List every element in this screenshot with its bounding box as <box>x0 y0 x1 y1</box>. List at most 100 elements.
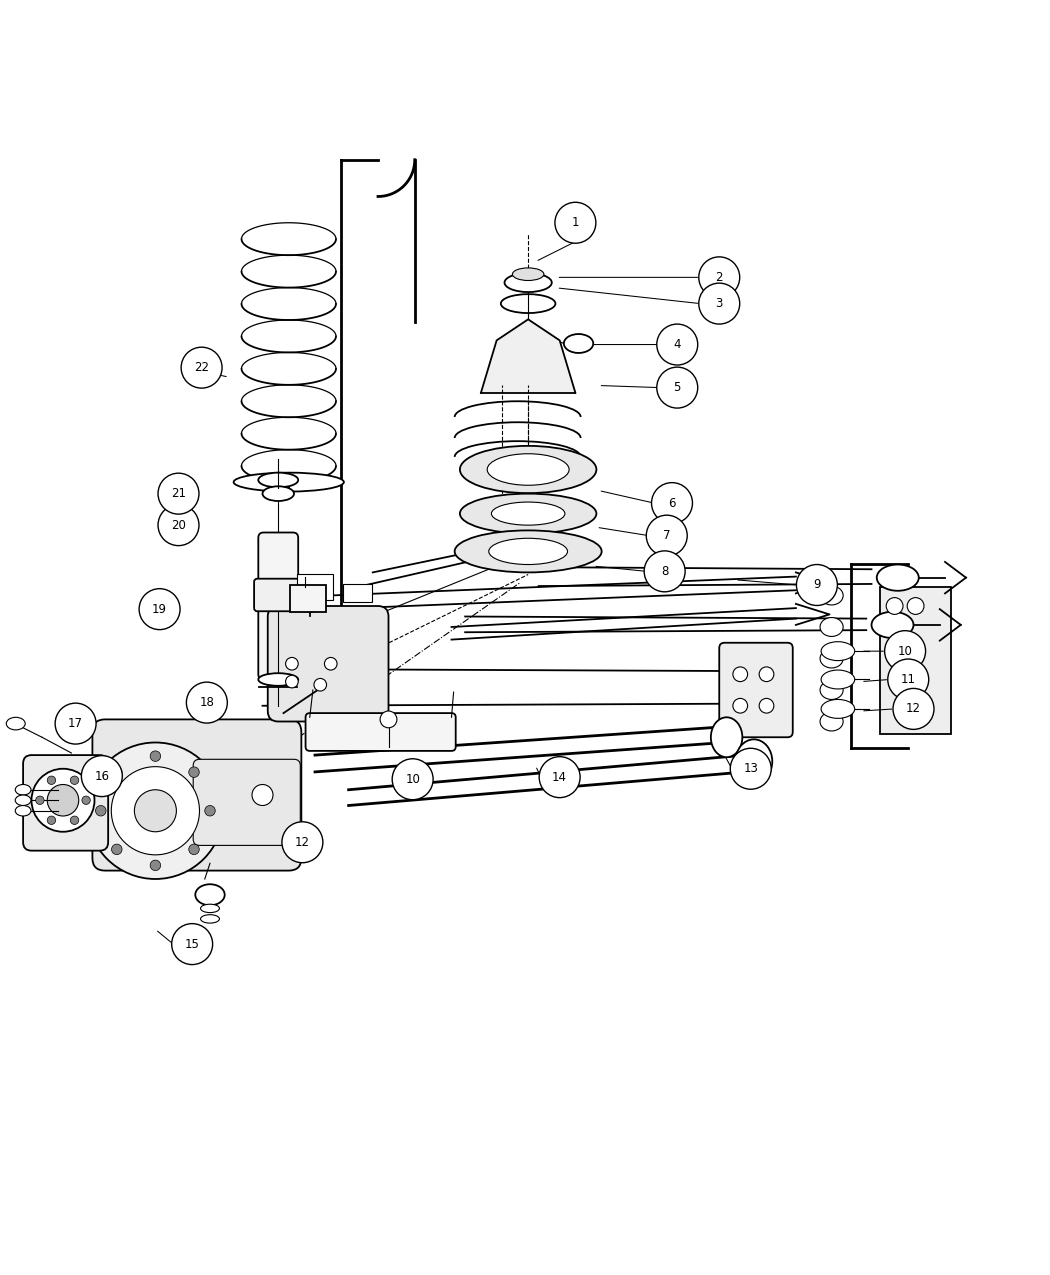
Circle shape <box>888 659 929 700</box>
Ellipse shape <box>821 641 855 660</box>
Ellipse shape <box>821 700 855 718</box>
Circle shape <box>759 667 774 682</box>
Polygon shape <box>481 319 575 393</box>
Circle shape <box>657 367 697 408</box>
Circle shape <box>189 766 200 778</box>
Circle shape <box>314 678 327 691</box>
Text: 9: 9 <box>813 579 821 592</box>
Ellipse shape <box>564 334 593 353</box>
FancyBboxPatch shape <box>254 579 318 611</box>
Circle shape <box>252 784 273 806</box>
FancyBboxPatch shape <box>880 586 951 734</box>
Text: 11: 11 <box>901 673 916 686</box>
Circle shape <box>651 483 693 524</box>
Circle shape <box>70 776 79 784</box>
Text: 12: 12 <box>906 703 921 715</box>
Ellipse shape <box>15 796 32 806</box>
Circle shape <box>150 751 161 761</box>
Text: 4: 4 <box>673 338 681 351</box>
Text: 12: 12 <box>295 835 310 849</box>
Ellipse shape <box>820 586 843 604</box>
Ellipse shape <box>504 273 552 292</box>
Text: 21: 21 <box>171 487 186 500</box>
Circle shape <box>32 769 94 831</box>
Ellipse shape <box>15 784 32 796</box>
Ellipse shape <box>6 718 25 729</box>
Circle shape <box>884 631 926 672</box>
Text: 6: 6 <box>668 496 676 510</box>
Text: 7: 7 <box>663 529 671 542</box>
Circle shape <box>205 806 215 816</box>
FancyBboxPatch shape <box>92 719 301 871</box>
FancyBboxPatch shape <box>268 606 388 722</box>
Ellipse shape <box>258 673 298 686</box>
Circle shape <box>82 756 123 797</box>
Circle shape <box>189 844 200 854</box>
Circle shape <box>731 748 771 789</box>
Circle shape <box>796 565 838 606</box>
Circle shape <box>139 589 181 630</box>
Circle shape <box>111 844 122 854</box>
Circle shape <box>644 551 685 592</box>
Text: 13: 13 <box>743 762 758 775</box>
Text: 8: 8 <box>660 565 669 578</box>
Ellipse shape <box>262 486 294 501</box>
Circle shape <box>759 699 774 713</box>
Circle shape <box>540 756 580 798</box>
Ellipse shape <box>487 454 569 486</box>
Text: 20: 20 <box>171 519 186 532</box>
Ellipse shape <box>512 268 544 280</box>
Circle shape <box>96 806 106 816</box>
Circle shape <box>892 688 934 729</box>
FancyBboxPatch shape <box>719 643 793 737</box>
Circle shape <box>657 324 697 365</box>
Ellipse shape <box>872 612 914 638</box>
Ellipse shape <box>488 538 567 565</box>
Circle shape <box>36 796 44 805</box>
Circle shape <box>158 505 200 546</box>
FancyBboxPatch shape <box>23 755 108 850</box>
Circle shape <box>886 640 903 657</box>
Circle shape <box>286 676 298 688</box>
Circle shape <box>150 861 161 871</box>
Ellipse shape <box>877 565 919 590</box>
Circle shape <box>281 822 323 863</box>
Circle shape <box>172 923 212 965</box>
Text: 18: 18 <box>200 696 214 709</box>
Circle shape <box>699 256 739 298</box>
Text: 10: 10 <box>898 645 912 658</box>
Circle shape <box>158 473 200 514</box>
Ellipse shape <box>455 530 602 572</box>
Text: 10: 10 <box>405 773 420 785</box>
Text: 14: 14 <box>552 770 567 784</box>
Circle shape <box>733 667 748 682</box>
Ellipse shape <box>460 493 596 533</box>
Circle shape <box>47 776 56 784</box>
Ellipse shape <box>491 502 565 525</box>
Circle shape <box>324 658 337 671</box>
Text: 22: 22 <box>194 361 209 374</box>
Circle shape <box>70 816 79 825</box>
Ellipse shape <box>201 914 219 923</box>
Ellipse shape <box>501 295 555 314</box>
Text: 2: 2 <box>715 270 723 284</box>
Ellipse shape <box>711 718 742 757</box>
Text: 5: 5 <box>673 381 681 394</box>
Ellipse shape <box>15 806 32 816</box>
Circle shape <box>699 283 739 324</box>
Circle shape <box>87 742 224 878</box>
Circle shape <box>82 796 90 805</box>
Ellipse shape <box>195 885 225 905</box>
Ellipse shape <box>820 617 843 636</box>
Circle shape <box>181 347 223 388</box>
Circle shape <box>111 766 122 778</box>
Text: 16: 16 <box>94 770 109 783</box>
Circle shape <box>392 759 434 799</box>
Circle shape <box>733 699 748 713</box>
Ellipse shape <box>258 473 298 487</box>
FancyBboxPatch shape <box>297 575 333 599</box>
Ellipse shape <box>821 671 855 688</box>
Circle shape <box>886 598 903 615</box>
Circle shape <box>301 595 318 612</box>
Ellipse shape <box>399 761 430 798</box>
